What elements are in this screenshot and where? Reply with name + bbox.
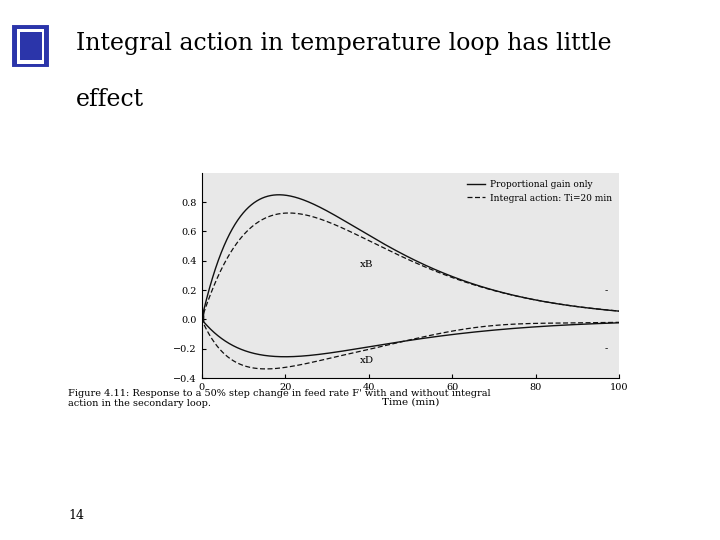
- Proportional gain only: [603, 307, 611, 313]
- Text: T: T: [27, 164, 35, 177]
- Legend: Proportional gain only, Integral action: Ti=20 min: Proportional gain only, Integral action:…: [464, 177, 615, 205]
- Proportional gain only: [603, 307, 611, 313]
- Text: Figure 4.11: Response to a 50% step change in feed rate F' with and without inte: Figure 4.11: Response to a 50% step chan…: [68, 389, 491, 408]
- X-axis label: Time (min): Time (min): [382, 397, 439, 407]
- Line: Proportional gain only: Proportional gain only: [202, 195, 619, 319]
- Proportional gain only: [274, 192, 283, 198]
- Text: 14: 14: [68, 509, 84, 522]
- Integral action: Ti=20 min: (97.1, 0.0642): Ti=20 min: (97.1, 0.0642): [603, 307, 611, 313]
- Proportional gain only: [219, 245, 228, 252]
- Text: N: N: [25, 210, 36, 222]
- Line: Integral action: Ti=20 min: Integral action: Ti=20 min: [202, 213, 619, 319]
- Proportional gain only: [197, 316, 206, 322]
- Integral action: Ti=20 min: (5.1, 0.363): Ti=20 min: (5.1, 0.363): [219, 263, 228, 269]
- Bar: [19, 32, 42, 60]
- Bar: [17, 29, 44, 64]
- Bar: [11, 24, 50, 68]
- Text: Integral action in temperature loop has little: Integral action in temperature loop has …: [76, 32, 611, 55]
- Text: -: -: [605, 345, 608, 354]
- Integral action: Ti=20 min: (78.8, 0.139): Ti=20 min: (78.8, 0.139): [526, 296, 535, 302]
- Text: N: N: [25, 118, 36, 131]
- Text: xD: xD: [360, 356, 374, 366]
- Text: U: U: [26, 255, 35, 268]
- FancyBboxPatch shape: [9, 22, 52, 70]
- Proportional gain only: [615, 308, 624, 314]
- Integral action: Ti=20 min: (20.9, 0.726): Ti=20 min: (20.9, 0.726): [284, 210, 293, 216]
- Integral action: Ti=20 min: (97.1, 0.0641): Ti=20 min: (97.1, 0.0641): [603, 307, 611, 313]
- Integral action: Ti=20 min: (0, 0): Ti=20 min: (0, 0): [197, 316, 206, 322]
- Text: xB: xB: [360, 260, 374, 268]
- Proportional gain only: [526, 296, 535, 302]
- Proportional gain only: [390, 246, 398, 253]
- Integral action: Ti=20 min: (48.7, 0.419): Ti=20 min: (48.7, 0.419): [400, 255, 409, 261]
- Integral action: Ti=20 min: (100, 0.0566): Ti=20 min: (100, 0.0566): [615, 308, 624, 314]
- Proportional gain only: [400, 252, 409, 259]
- Text: effect: effect: [76, 88, 144, 111]
- Integral action: Ti=20 min: (46, 0.454): Ti=20 min: (46, 0.454): [390, 249, 398, 256]
- Text: -: -: [605, 286, 608, 295]
